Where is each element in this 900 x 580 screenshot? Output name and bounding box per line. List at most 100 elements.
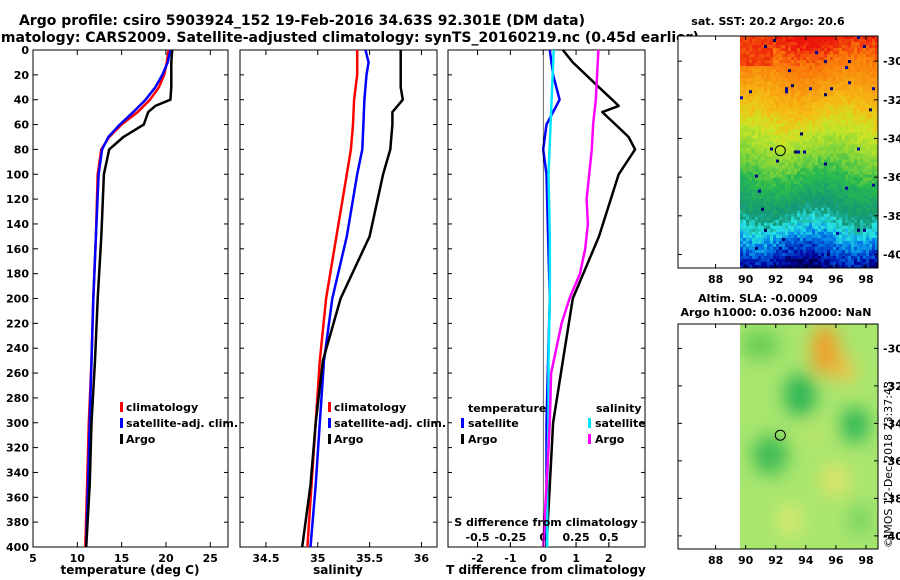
sst-pixel [794, 90, 798, 94]
sst-pixel [803, 48, 807, 52]
sst-pixel [860, 39, 864, 43]
sst-pixel [824, 234, 828, 239]
sst-pixel [803, 150, 807, 154]
sst-pixel [839, 78, 843, 82]
sst-pixel [818, 225, 822, 230]
sst-pixel [836, 57, 840, 61]
sst-pixel [830, 165, 834, 169]
sst-pixel [866, 213, 870, 218]
sst-pixel [776, 252, 780, 257]
sst-pixel [815, 195, 819, 200]
sst-pixel [836, 228, 840, 233]
sst-pixel [800, 129, 804, 133]
sst-pixel [794, 36, 798, 40]
sst-pixel [794, 237, 798, 242]
sst-pixel [842, 204, 846, 209]
sst-pixel [752, 204, 756, 209]
sst-pixel [860, 87, 864, 91]
sst-pixel [851, 264, 855, 269]
sst-pixel [860, 93, 864, 97]
sst-pixel [803, 36, 807, 40]
sst-pixel [767, 117, 771, 121]
sst-pixel [839, 168, 843, 172]
sst-pixel [818, 237, 822, 242]
sst-pixel [821, 189, 825, 194]
sst-pixel [773, 81, 777, 85]
sst-pixel [767, 63, 771, 67]
sst-pixel [761, 153, 765, 157]
temperature-x-label: temperature (deg C) [61, 563, 200, 577]
sst-pixel [782, 264, 786, 269]
sst-pixel [827, 90, 831, 94]
sst-pixel [782, 141, 786, 145]
sst-pixel [740, 261, 744, 266]
sst-pixel [833, 180, 837, 185]
sst-pixel [776, 117, 780, 121]
sst-pixel [848, 177, 852, 182]
sst-pixel [818, 153, 822, 157]
sst-pixel [872, 126, 876, 130]
sst-pixel [875, 96, 879, 100]
sst-pixel [809, 60, 813, 64]
sst-pixel [803, 180, 807, 185]
sst-pixel [782, 162, 786, 166]
sst-pixel [854, 204, 858, 209]
sst-pixel [761, 195, 765, 200]
sst-pixel [812, 111, 816, 115]
sst-pixel [794, 264, 798, 269]
sst-pixel [824, 240, 828, 245]
sst-pixel [818, 108, 822, 112]
sst-pixel [797, 150, 801, 154]
sst-pixel [842, 138, 846, 142]
sst-pixel [797, 165, 801, 169]
sst-pixel [863, 81, 867, 85]
sst-pixel [812, 81, 816, 85]
sst-pixel [779, 198, 783, 203]
sst-pixel [869, 132, 873, 136]
sst-pixel [854, 126, 858, 130]
sst-pixel [875, 210, 879, 215]
sst-pixel [821, 66, 825, 70]
sst-pixel [806, 117, 810, 121]
sst-pixel [863, 234, 867, 239]
sst-pixel [788, 195, 792, 200]
sst-pixel [773, 261, 777, 266]
sst-pixel [824, 219, 828, 224]
sst-pixel [851, 180, 855, 185]
sst-pixel [833, 75, 837, 79]
sst-pixel [869, 237, 873, 242]
sst-pixel [785, 135, 789, 139]
sst-pixel [779, 66, 783, 70]
sst-pixel [851, 252, 855, 257]
sst-pixel [770, 45, 774, 49]
sst-pixel [815, 36, 819, 40]
sst-pixel [770, 111, 774, 115]
sst-pixel [830, 162, 834, 166]
sst-pixel [866, 159, 870, 163]
sst-pixel [869, 240, 873, 245]
sst-pixel [836, 246, 840, 251]
sst-pixel [755, 63, 759, 67]
sst-pixel [809, 126, 813, 130]
sst-pixel [770, 87, 774, 91]
sst-pixel [875, 129, 879, 133]
sst-pixel [764, 234, 768, 239]
sst-pixel [863, 132, 867, 136]
sst-pixel [806, 111, 810, 115]
sst-pixel [743, 204, 747, 209]
sst-pixel [851, 210, 855, 215]
sst-pixel [800, 225, 804, 230]
sst-pixel [824, 45, 828, 49]
sst-pixel [743, 150, 747, 154]
sst-pixel [809, 162, 813, 166]
sst-pixel [797, 60, 801, 64]
sst-pixel [752, 135, 756, 139]
sst-pixel [860, 261, 864, 266]
sst-pixel [770, 69, 774, 73]
sst-pixel [872, 183, 876, 188]
legend-label-argo: Argo [126, 433, 156, 446]
sst-pixel [842, 183, 846, 188]
sst-pixel [821, 132, 825, 136]
sst-pixel [812, 231, 816, 236]
sst-pixel [830, 114, 834, 118]
